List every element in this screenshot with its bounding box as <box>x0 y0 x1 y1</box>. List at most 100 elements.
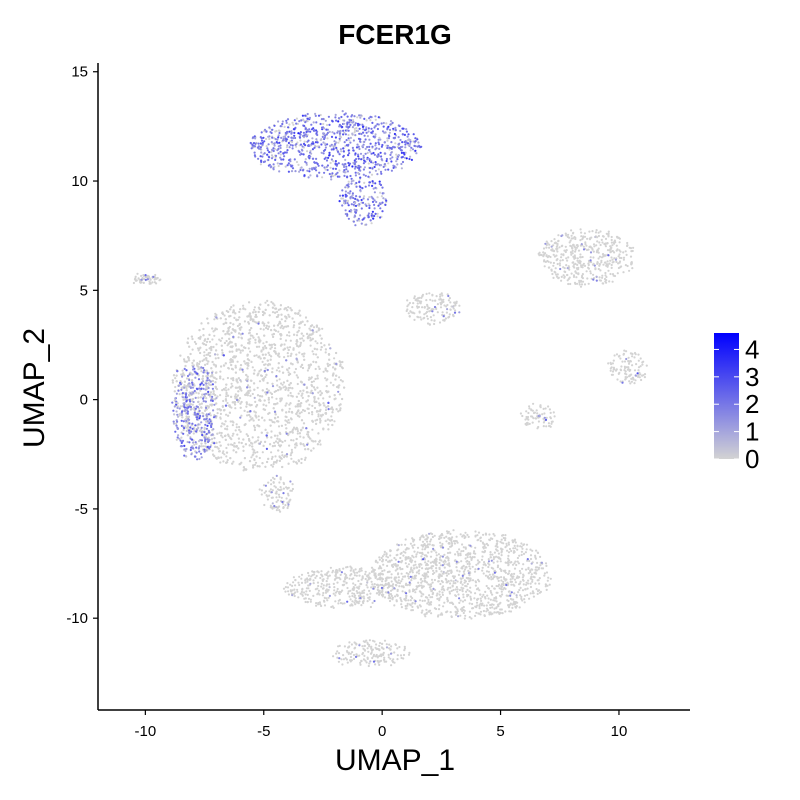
cell-point <box>486 576 489 579</box>
cell-point <box>376 212 379 215</box>
cell-point <box>205 353 208 356</box>
cell-point <box>297 392 300 395</box>
cell-point <box>373 640 376 643</box>
cell-point <box>309 363 312 366</box>
cell-point <box>255 440 258 443</box>
cell-point <box>445 556 448 559</box>
cell-point <box>633 351 637 355</box>
cell-point <box>316 581 320 584</box>
cell-point <box>474 584 477 587</box>
cell-point <box>580 276 584 279</box>
cell-point <box>300 402 303 405</box>
cell-point <box>597 267 600 271</box>
cell-point <box>262 348 265 351</box>
cell-point <box>520 597 523 601</box>
cell-point <box>597 257 600 260</box>
cell-point <box>267 321 270 324</box>
cell-point <box>500 590 503 593</box>
cell-point <box>319 419 322 422</box>
cell-point <box>581 266 584 269</box>
cell-point <box>566 235 569 238</box>
cell-point <box>281 408 284 411</box>
cell-point <box>489 598 492 601</box>
cell-point <box>420 318 423 321</box>
cell-point <box>285 146 288 149</box>
cell-point <box>407 573 410 576</box>
cell-point <box>282 587 286 590</box>
cell-point <box>331 411 334 414</box>
cell-point <box>304 316 308 319</box>
cell-point <box>407 577 410 580</box>
cell-point <box>387 162 390 165</box>
cell-point <box>366 656 369 659</box>
cell-point <box>385 122 388 125</box>
cell-point <box>295 412 298 415</box>
cell-point <box>538 582 541 585</box>
cell-point <box>499 608 502 611</box>
cell-point <box>466 556 469 559</box>
cell-point <box>295 117 298 120</box>
cell-point <box>304 593 307 596</box>
cell-point <box>318 440 321 443</box>
cell-point <box>262 342 265 345</box>
cell-point <box>269 358 272 361</box>
cell-point <box>495 584 498 588</box>
cell-point <box>326 370 329 373</box>
cell-point <box>548 583 551 586</box>
cell-point <box>399 596 402 600</box>
cell-point <box>496 577 499 580</box>
cell-point <box>526 559 529 562</box>
cell-point <box>613 274 617 278</box>
cell-point <box>343 386 346 389</box>
cell-point <box>555 247 558 250</box>
cell-point <box>324 168 327 171</box>
cell-point <box>631 267 634 270</box>
cell-point <box>483 614 486 618</box>
cell-point <box>378 136 381 139</box>
cell-point <box>443 566 446 569</box>
cell-point <box>370 586 373 589</box>
cell-point <box>479 593 482 596</box>
cell-point <box>322 578 325 581</box>
cell-point <box>464 584 467 588</box>
cell-point <box>347 133 350 137</box>
cell-point <box>248 331 251 334</box>
cell-point <box>220 365 223 368</box>
cell-point <box>393 661 396 664</box>
cell-point <box>398 645 401 649</box>
cell-point <box>355 600 358 603</box>
cell-point <box>449 611 452 614</box>
cell-point <box>367 576 370 579</box>
cell-point <box>469 579 472 582</box>
cell-point <box>530 409 533 412</box>
cell-point <box>556 250 559 253</box>
cell-point <box>603 254 606 257</box>
cell-point <box>459 599 462 602</box>
cell-point <box>316 348 319 351</box>
cell-point <box>277 425 281 428</box>
cell-point <box>591 230 594 233</box>
cell-point <box>300 573 304 576</box>
cell-point <box>378 572 381 575</box>
cell-point <box>262 313 265 317</box>
cell-point <box>248 403 251 406</box>
cell-point <box>266 460 269 464</box>
cell-point <box>378 556 381 559</box>
cell-point <box>175 438 178 441</box>
cell-point <box>471 565 474 568</box>
cell-point <box>333 398 336 401</box>
cell-point <box>608 280 611 283</box>
cell-point <box>542 421 546 424</box>
cell-point <box>613 354 616 357</box>
cell-point <box>312 353 315 356</box>
cell-point <box>330 605 333 609</box>
cell-point <box>426 303 429 306</box>
cell-point <box>274 156 277 159</box>
cell-point <box>302 339 305 342</box>
cell-point <box>271 465 274 468</box>
cell-point <box>493 587 496 590</box>
cell-point <box>469 591 473 594</box>
cell-point <box>460 560 463 563</box>
cell-point <box>484 564 487 567</box>
cell-point <box>215 371 218 374</box>
